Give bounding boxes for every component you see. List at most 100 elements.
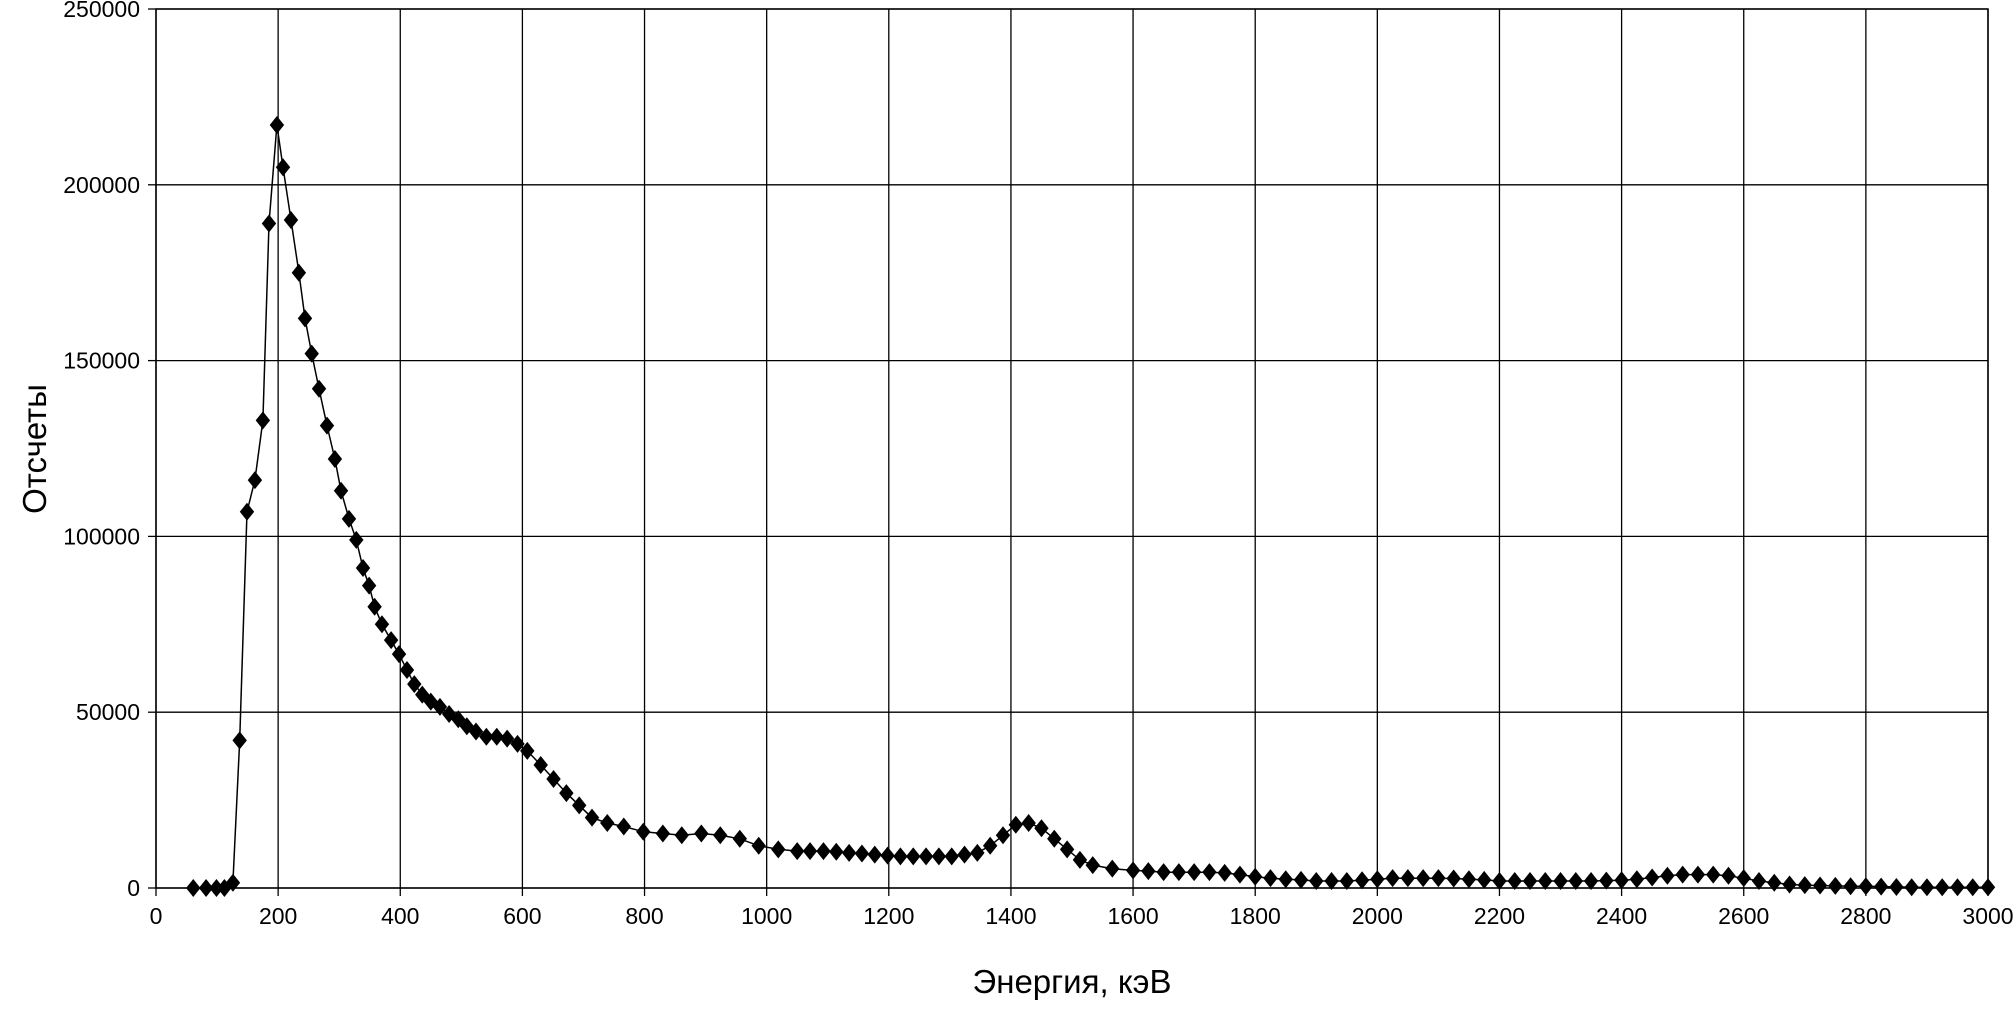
data-point bbox=[1008, 815, 1024, 834]
data-point bbox=[1021, 813, 1036, 832]
data-point bbox=[655, 824, 671, 843]
data-point bbox=[1950, 878, 1965, 897]
data-point bbox=[1873, 877, 1889, 896]
data-point bbox=[1400, 869, 1416, 888]
y-tick-label: 200000 bbox=[63, 172, 140, 198]
data-point bbox=[269, 116, 285, 135]
data-point bbox=[771, 840, 786, 859]
data-point bbox=[432, 697, 448, 716]
data-point bbox=[333, 481, 349, 500]
x-tick-label: 600 bbox=[503, 903, 541, 929]
data-point bbox=[1125, 861, 1141, 880]
data-point bbox=[1690, 865, 1706, 884]
x-tick-label: 1200 bbox=[863, 903, 914, 929]
data-point bbox=[1660, 866, 1675, 885]
data-point bbox=[571, 796, 587, 815]
data-point bbox=[829, 842, 844, 861]
data-point bbox=[1461, 870, 1477, 889]
data-point bbox=[1415, 869, 1431, 888]
data-point bbox=[1431, 869, 1446, 888]
data-point bbox=[374, 615, 390, 634]
data-point bbox=[816, 842, 831, 861]
data-point bbox=[1186, 863, 1202, 882]
data-point bbox=[255, 411, 271, 430]
data-point bbox=[546, 770, 561, 789]
data-point bbox=[1751, 871, 1767, 890]
data-point bbox=[198, 879, 214, 897]
y-axis-label: Отсчеты bbox=[16, 384, 53, 514]
data-point bbox=[319, 416, 335, 435]
data-point bbox=[1583, 871, 1599, 890]
data-point bbox=[209, 879, 224, 897]
data-point bbox=[489, 727, 504, 746]
x-tick-label: 2200 bbox=[1474, 903, 1525, 929]
data-point bbox=[1339, 871, 1354, 890]
data-point bbox=[1370, 870, 1385, 889]
data-point bbox=[261, 214, 277, 233]
data-point bbox=[232, 731, 247, 750]
data-point bbox=[1034, 819, 1049, 838]
y-tick-label: 100000 bbox=[63, 523, 140, 549]
data-point bbox=[304, 344, 319, 363]
x-tick-label: 2000 bbox=[1352, 903, 1403, 929]
data-point bbox=[367, 597, 382, 616]
x-tick-label: 1800 bbox=[1230, 903, 1281, 929]
data-point bbox=[893, 847, 908, 866]
data-point bbox=[1072, 850, 1088, 869]
data-point bbox=[510, 734, 525, 753]
data-point bbox=[297, 309, 313, 328]
data-point bbox=[1858, 877, 1874, 896]
data-point bbox=[1171, 863, 1187, 882]
data-point bbox=[341, 509, 357, 528]
data-point bbox=[355, 559, 371, 578]
data-point bbox=[867, 845, 882, 864]
data-point bbox=[600, 813, 615, 832]
x-tick-label: 1000 bbox=[741, 903, 792, 929]
data-point bbox=[1522, 871, 1538, 890]
data-point bbox=[391, 645, 407, 664]
x-tick-label: 0 bbox=[150, 903, 163, 929]
data-point bbox=[1812, 876, 1828, 895]
data-point bbox=[1721, 866, 1736, 885]
data-point bbox=[880, 846, 895, 865]
data-point bbox=[1767, 873, 1782, 892]
x-tick-label: 200 bbox=[259, 903, 297, 929]
data-point bbox=[239, 502, 255, 521]
data-point bbox=[1507, 871, 1522, 890]
x-tick-label: 1400 bbox=[985, 903, 1036, 929]
data-point bbox=[995, 826, 1011, 845]
y-tick-label: 0 bbox=[127, 875, 140, 901]
data-point bbox=[1614, 871, 1629, 890]
data-point bbox=[1248, 867, 1263, 886]
data-point bbox=[1736, 869, 1751, 888]
x-tick-label: 2400 bbox=[1596, 903, 1647, 929]
data-point bbox=[275, 158, 291, 177]
data-point bbox=[1919, 878, 1935, 897]
data-point bbox=[918, 847, 934, 866]
data-point bbox=[1538, 871, 1553, 890]
data-point bbox=[790, 842, 805, 861]
data-point bbox=[944, 847, 959, 866]
data-point bbox=[1706, 865, 1721, 884]
data-point bbox=[407, 675, 422, 694]
data-point bbox=[1553, 871, 1568, 890]
data-point bbox=[970, 843, 985, 862]
data-point bbox=[247, 471, 263, 490]
data-point bbox=[674, 826, 689, 845]
data-point bbox=[383, 631, 399, 650]
data-point bbox=[931, 847, 947, 866]
data-point bbox=[225, 873, 241, 892]
data-point bbox=[1293, 870, 1309, 889]
data-point bbox=[327, 450, 343, 469]
data-point bbox=[1629, 870, 1645, 889]
data-point bbox=[1324, 871, 1339, 890]
data-point bbox=[1492, 871, 1507, 890]
data-point bbox=[1935, 878, 1950, 897]
series-line bbox=[193, 124, 1988, 889]
data-point bbox=[694, 824, 709, 843]
data-point bbox=[1782, 875, 1797, 894]
data-point bbox=[1105, 859, 1120, 878]
data-point bbox=[186, 879, 201, 897]
